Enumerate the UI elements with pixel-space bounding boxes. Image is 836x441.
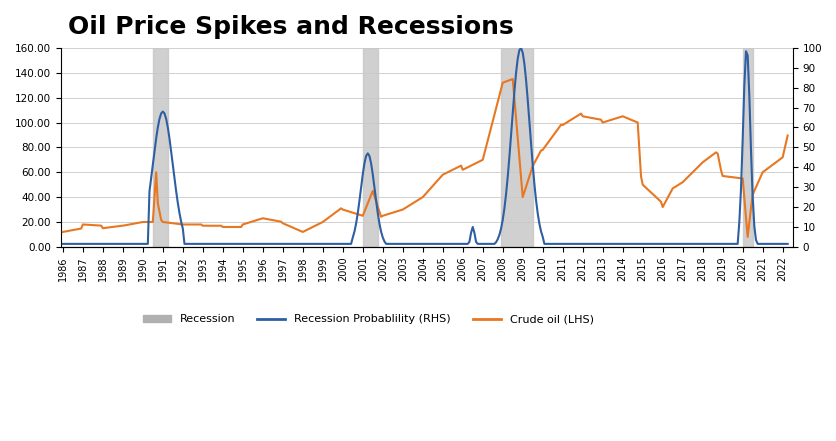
Bar <box>362 48 377 247</box>
Bar <box>153 48 168 247</box>
Text: Oil Price Spikes and Recessions: Oil Price Spikes and Recessions <box>68 15 513 39</box>
Legend: Recession, Recession Probablility (RHS), Crude oil (LHS): Recession, Recession Probablility (RHS),… <box>138 310 597 329</box>
Bar <box>742 48 752 247</box>
Bar <box>500 48 532 247</box>
